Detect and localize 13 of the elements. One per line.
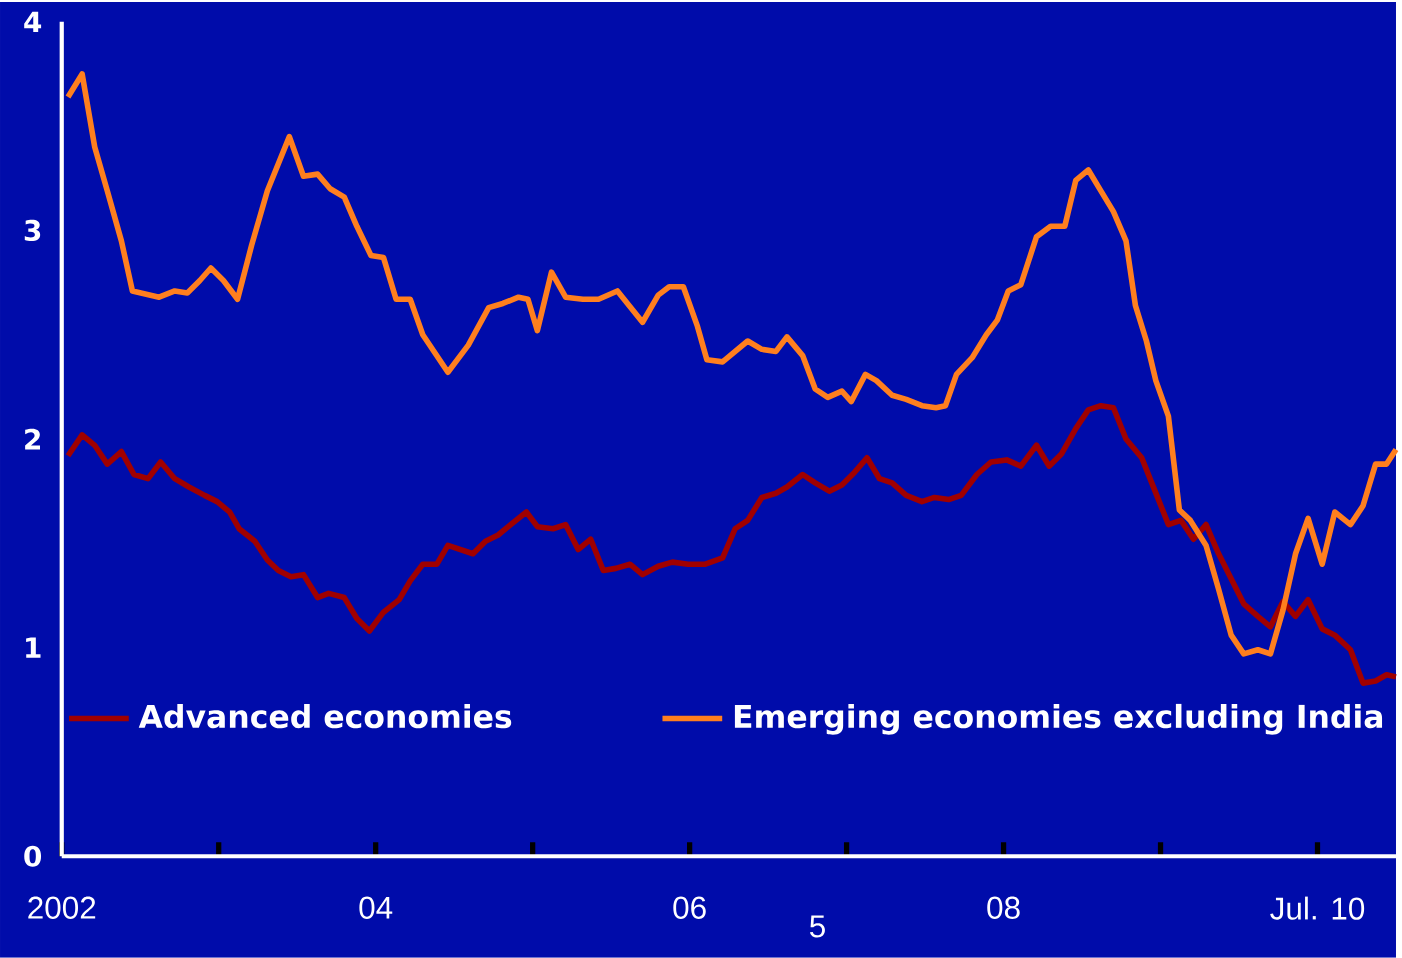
y-tick-label: 0	[24, 845, 42, 867]
x-tick-label: Jul. 10	[1270, 896, 1365, 920]
y-tick-label: 1	[26, 637, 41, 658]
legend-label: Emerging economies excluding India	[734, 703, 1383, 735]
legend-label: Advanced economies	[138, 703, 512, 729]
x-tick-label: 2002	[28, 896, 96, 920]
y-tick-label: 4	[24, 11, 42, 33]
y-tick-label: 2	[25, 428, 40, 450]
x-tick-label: 04	[359, 896, 393, 920]
y-tick-label: 3	[24, 219, 41, 242]
x-tick-label: 06	[673, 896, 706, 920]
x-tick-label: 08	[987, 896, 1020, 920]
text: 5	[809, 915, 825, 938]
